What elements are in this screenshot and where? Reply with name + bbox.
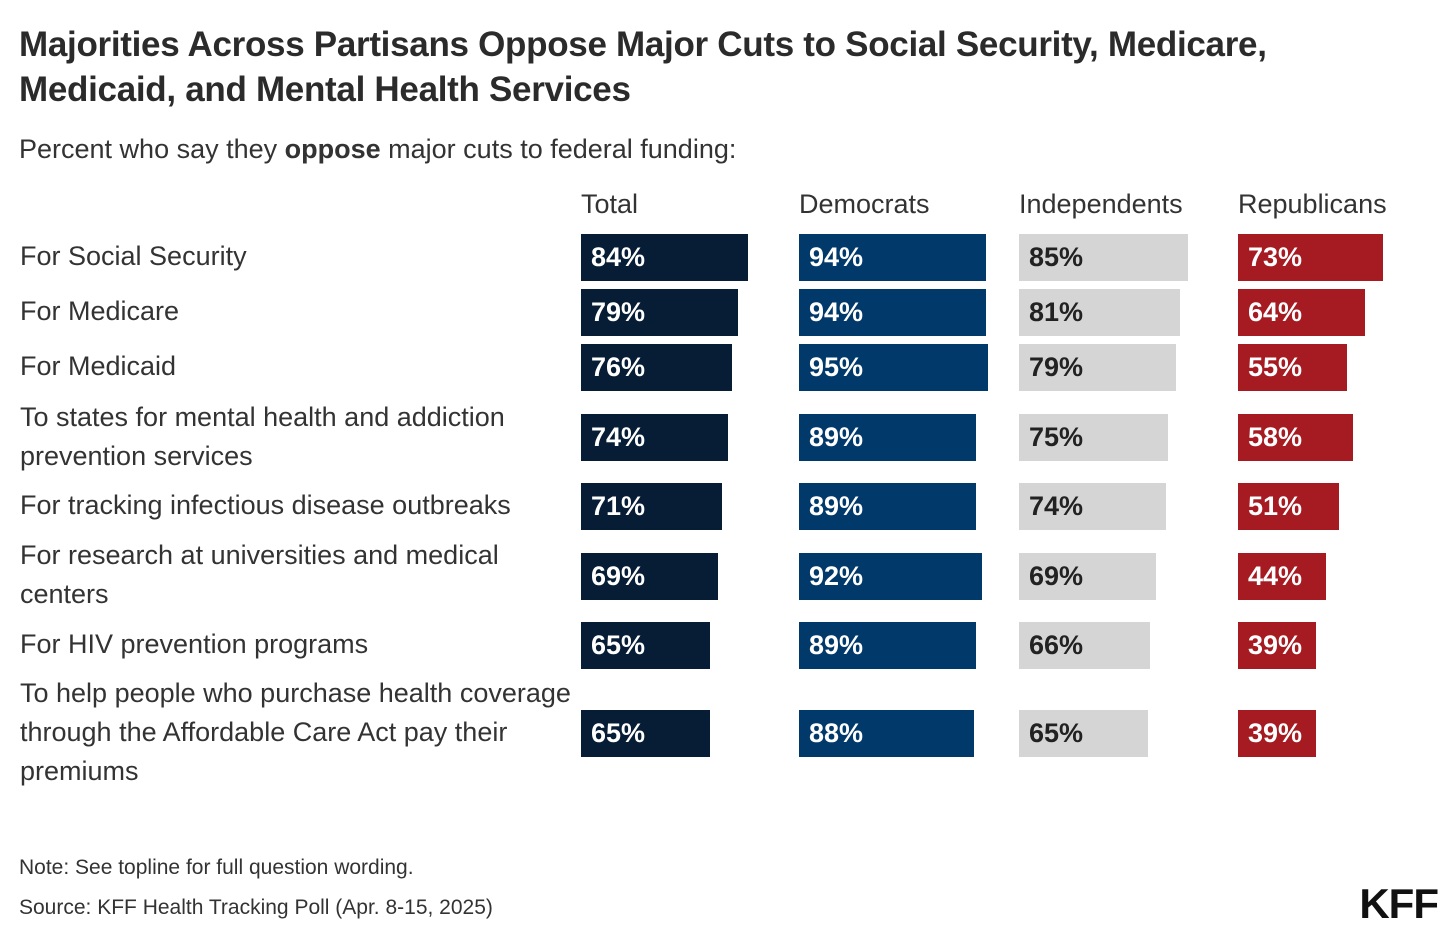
bar-republicans: 55%: [1238, 343, 1348, 391]
bar-independents: 85%: [1019, 233, 1189, 281]
bar-republicans: 73%: [1238, 233, 1384, 281]
bar-democrats: 89%: [799, 482, 977, 530]
subtitle-post: major cuts to federal funding:: [380, 134, 737, 164]
data-label: 51%: [1248, 490, 1303, 521]
bar-independents: 75%: [1019, 413, 1169, 461]
data-label: 64%: [1248, 296, 1303, 327]
data-label: 71%: [591, 490, 646, 521]
data-label: 65%: [1029, 717, 1084, 748]
data-label: 39%: [1248, 629, 1303, 660]
data-label: 84%: [591, 241, 646, 272]
chart-note: Note: See topline for full question word…: [19, 856, 414, 879]
bar-republicans: 39%: [1238, 709, 1316, 757]
bar-independents: 66%: [1019, 621, 1151, 669]
row-label: For Medicaid: [20, 351, 177, 381]
data-label: 66%: [1029, 629, 1084, 660]
column-header-total: Total: [581, 189, 639, 219]
bar-total: 65%: [581, 709, 711, 757]
bar-republicans: 39%: [1238, 621, 1316, 669]
bar-democrats: 94%: [799, 233, 987, 281]
data-label: 39%: [1248, 717, 1303, 748]
chart-title: Majorities Across Partisans Oppose Major…: [19, 25, 1267, 109]
bar-republicans: 44%: [1238, 552, 1326, 600]
bar-democrats: 89%: [799, 621, 977, 669]
data-label: 69%: [591, 560, 646, 591]
data-label: 94%: [809, 296, 864, 327]
bar-independents: 79%: [1019, 343, 1177, 391]
bar-independents: 65%: [1019, 709, 1149, 757]
row-label: To states for mental health and addictio…: [20, 402, 505, 471]
data-label: 94%: [809, 241, 864, 272]
bar-democrats: 92%: [799, 552, 983, 600]
bar-total: 71%: [581, 482, 723, 530]
data-label: 89%: [809, 490, 864, 521]
bar-democrats: 89%: [799, 413, 977, 461]
subtitle-pre: Percent who say they: [19, 134, 285, 164]
bar-total: 69%: [581, 552, 719, 600]
data-label: 79%: [1029, 351, 1084, 382]
row-label: For research at universities and medical…: [20, 540, 499, 609]
kff-logo: KFF: [1359, 880, 1439, 927]
data-label: 89%: [809, 629, 864, 660]
bar-democrats: 88%: [799, 709, 975, 757]
data-label: 44%: [1248, 560, 1303, 591]
data-label: 92%: [809, 560, 864, 591]
row-label: For tracking infectious disease outbreak…: [20, 490, 511, 520]
bar-total: 76%: [581, 343, 733, 391]
data-label: 88%: [809, 717, 864, 748]
data-label: 79%: [591, 296, 646, 327]
data-label: 75%: [1029, 421, 1084, 452]
chart-subtitle: Percent who say they oppose major cuts t…: [19, 132, 736, 166]
column-header-democrats: Democrats: [799, 189, 930, 219]
data-label: 81%: [1029, 296, 1084, 327]
bar-republicans: 64%: [1238, 288, 1366, 336]
row-label: For HIV prevention programs: [20, 629, 369, 659]
bar-independents: 69%: [1019, 552, 1157, 600]
data-label: 85%: [1029, 241, 1084, 272]
row-label: For Social Security: [20, 241, 247, 271]
bar-total: 79%: [581, 288, 739, 336]
bar-democrats: 94%: [799, 288, 987, 336]
data-label: 74%: [591, 421, 646, 452]
data-label: 65%: [591, 629, 646, 660]
data-label: 95%: [809, 351, 864, 382]
data-label: 55%: [1248, 351, 1303, 382]
data-label: 65%: [591, 717, 646, 748]
bar-democrats: 95%: [799, 343, 989, 391]
bar-total: 74%: [581, 413, 729, 461]
column-header-republicans: Republicans: [1238, 189, 1387, 219]
data-label: 74%: [1029, 490, 1084, 521]
data-label: 73%: [1248, 241, 1303, 272]
bar-total: 84%: [581, 233, 749, 281]
bar-total: 65%: [581, 621, 711, 669]
data-label: 89%: [809, 421, 864, 452]
data-label: 58%: [1248, 421, 1303, 452]
bar-republicans: 58%: [1238, 413, 1354, 461]
column-header-independents: Independents: [1019, 189, 1183, 219]
data-label: 76%: [591, 351, 646, 382]
chart-source: Source: KFF Health Tracking Poll (Apr. 8…: [19, 896, 493, 919]
bar-independents: 81%: [1019, 288, 1181, 336]
bar-independents: 74%: [1019, 482, 1167, 530]
row-label: For Medicare: [20, 296, 180, 326]
bar-republicans: 51%: [1238, 482, 1340, 530]
data-label: 69%: [1029, 560, 1084, 591]
row-label: To help people who purchase health cover…: [20, 678, 571, 786]
subtitle-bold: oppose: [284, 134, 381, 164]
